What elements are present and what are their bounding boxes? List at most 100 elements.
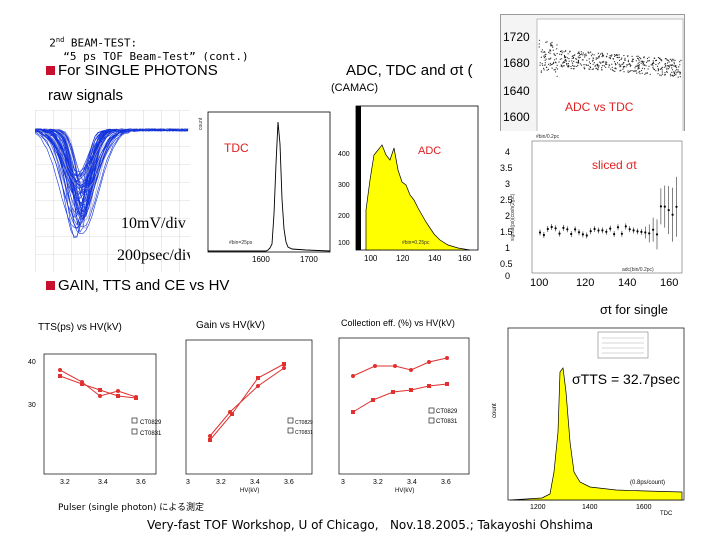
adc-ytick-400: 400 [338,151,350,158]
scatter-point [608,66,610,68]
scatter-point [585,53,587,55]
sliced-point [550,225,553,229]
scatter-point [638,64,640,66]
scatter-point [563,65,565,67]
scatter-point [625,66,627,68]
scatter-point [551,45,553,47]
scatter-point [605,66,607,68]
sliced-ytick-0: 0 [505,271,510,281]
adc-note: #bin=0.25pc [402,240,430,246]
scatter-point [553,61,555,64]
scatter-point [612,58,614,60]
scatter-point [549,58,551,60]
scatter-point [641,61,643,63]
scatter-point [636,55,638,58]
ce-xtick-3-2: 3.2 [373,479,383,486]
sliced-point [601,229,604,232]
scatter-point [582,52,584,54]
tts-ytick-30: 30 [28,402,36,409]
ce-series-1 [352,357,448,377]
sliced-ytick-0-5: 0.5 [500,259,513,269]
scatter-point [630,64,632,67]
scatter-point [675,72,677,74]
sliced-point [620,232,623,235]
scatter-point [675,70,677,72]
scatter-point [610,68,612,70]
scatter-point [627,71,629,73]
adc-pedestal [356,106,361,250]
scatter-point [601,69,603,71]
scatter-point [666,70,668,72]
scatter-point [575,58,577,60]
scatter-point [591,53,593,55]
scatter-point [599,61,601,63]
adc-tdc-label: ADC vs TDC [565,100,634,114]
scatter-point [626,64,628,66]
scatter-point [555,58,557,60]
scatter-point [575,61,577,64]
tdc-tick-1700: 1700 [300,255,318,264]
scatter-point [601,61,603,64]
scatter-point [645,72,647,74]
sliced-point [636,230,639,233]
scatter-point [559,50,562,53]
gain-legend-2: CT0831 [295,430,313,436]
scatter-point [629,70,631,72]
scatter-point [545,53,547,56]
sliced-xtick-160: 160 [660,277,678,287]
adc-tdc-ytick-1600: 1600 [503,110,530,124]
scatter-point [565,60,567,63]
scatter-point [577,60,580,62]
tdc-svg: count TDC #bin=25ps 1600 1700 [198,111,331,264]
scatter-point [572,64,574,66]
scatter-point [679,64,681,66]
scatter-point [567,53,569,55]
sliced-point [605,230,608,233]
sliced-xlabel: adc(bin/0.2pc) [622,267,654,273]
footer-citation: Very-fast TOF Workshop, U of Chicago, No… [147,518,594,532]
scatter-point [556,68,559,70]
sliced-point [570,232,573,236]
sliced-point [538,231,542,234]
gain-xtick-3-6: 3.6 [284,479,294,486]
scatter-point [653,68,656,71]
scatter-point [544,64,546,66]
sliced-point [632,229,635,232]
scatter-point [553,59,556,61]
scatter-point [597,69,599,71]
sliced-ytick-2: 2 [505,211,510,221]
sliced-point [566,228,569,231]
scatter-point [568,65,570,67]
scatter-point [614,67,616,70]
scatter-point [564,50,567,52]
sliced-point [589,230,592,233]
scatter-point [595,57,597,59]
scatter-point [678,66,680,68]
scatter-point [627,61,629,63]
sliced-svg: #bin/0.2pc sigma(ps)(cosh(2)pc) 4 3.5 3 … [500,134,683,287]
scatter-point [636,57,639,60]
scatter-point [609,55,611,57]
scatter-point [668,61,670,63]
scope-traces [35,128,189,239]
adc-tdc-title: ADC, TDC and σt ( [346,62,473,79]
scatter-points [538,39,682,78]
ce-xtick-3-6: 3.6 [441,479,451,486]
scatter-point [560,64,562,66]
sliced-point [671,213,674,216]
scatter-point [550,42,552,44]
scatter-point [546,66,548,68]
scatter-point [569,51,571,53]
scatter-point [590,51,592,53]
scatter-point [540,70,542,72]
sliced-point [542,233,545,237]
scatter-point [614,62,616,65]
scope-scale-2: 200psec/div [117,247,190,264]
scatter-point [671,59,673,62]
gain-series-1 [209,367,285,437]
scatter-point [605,56,608,58]
gain-series-2 [209,363,285,441]
scatter-point [642,64,644,66]
scatter-point [602,65,604,67]
scatter-point [538,46,540,48]
